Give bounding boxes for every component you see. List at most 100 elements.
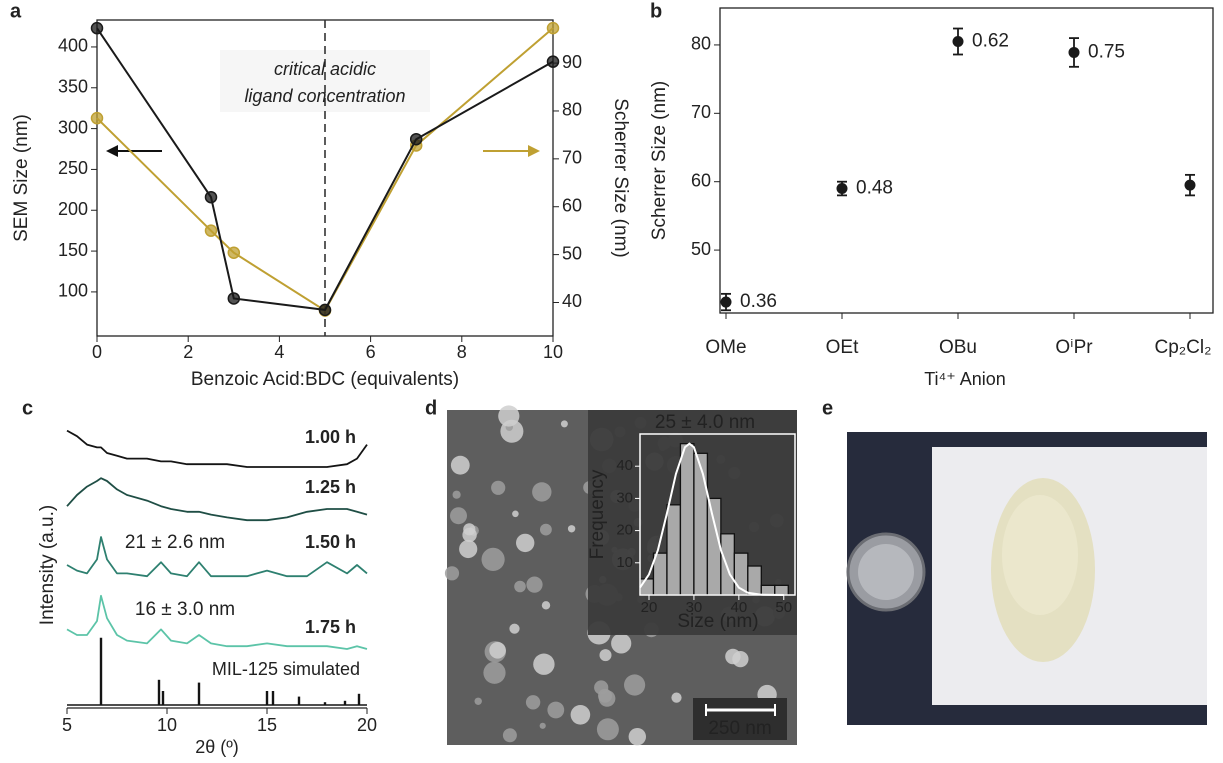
- y-tick-label: 50: [691, 239, 711, 259]
- sem-particle: [532, 482, 552, 502]
- sem-particle: [732, 651, 749, 668]
- y2-tick-label: 50: [562, 243, 582, 263]
- y-tick-label: 10: [616, 554, 633, 571]
- sem-particle: [450, 455, 470, 475]
- trace-label: 1.50 h: [305, 532, 356, 552]
- y-axis-label: Intensity (a.u.): [37, 505, 58, 625]
- sem-particle: [452, 490, 461, 499]
- sem-particle: [483, 661, 506, 684]
- sem-particle: [539, 722, 546, 729]
- x-axis-label: Benzoic Acid:BDC (equivalents): [191, 369, 459, 390]
- sem-particle: [502, 728, 517, 743]
- y-tick-label: 80: [691, 34, 711, 54]
- x-tick-label: 10: [543, 342, 563, 362]
- sem-particle: [525, 695, 541, 710]
- y-tick-label: 350: [58, 77, 88, 97]
- trace: [66, 429, 368, 468]
- y-tick-label: 40: [616, 457, 633, 474]
- panel-label: e: [822, 397, 833, 419]
- x-tick-label: 0: [92, 342, 102, 362]
- point: [409, 132, 423, 146]
- trace-label: 1.75 h: [305, 617, 356, 637]
- point-label: 0.36: [740, 291, 777, 312]
- y-axis-label: Frequency: [587, 469, 608, 559]
- x-tick-label: 8: [457, 342, 467, 362]
- sem-particle: [498, 405, 520, 427]
- y-tick-label: 400: [58, 36, 88, 56]
- photo: [846, 432, 1207, 725]
- point: [546, 55, 560, 68]
- histogram-bar: [747, 565, 762, 596]
- sem-particle: [489, 642, 506, 659]
- point-label: 0.62: [972, 31, 1009, 52]
- x-tick-label: 5: [62, 715, 72, 735]
- trace: [66, 536, 368, 578]
- sem-particle: [560, 420, 568, 428]
- point: [1068, 46, 1080, 58]
- sem-particle: [547, 701, 565, 719]
- point: [836, 183, 848, 195]
- x-tick-label: 6: [366, 342, 376, 362]
- point: [90, 111, 104, 125]
- sem-particle: [481, 547, 505, 572]
- y2-tick-label: 60: [562, 195, 582, 215]
- histogram-bar: [679, 443, 695, 596]
- histogram-bar: [706, 497, 722, 596]
- sem-particle: [459, 539, 478, 559]
- y-tick-label: 200: [58, 199, 88, 219]
- point: [1184, 179, 1196, 191]
- sem-particle: [444, 566, 460, 581]
- sem-particle: [463, 523, 476, 536]
- x-tick-label: OBu: [939, 337, 977, 358]
- y2-tick-label: 80: [562, 100, 582, 120]
- sem-particle: [624, 674, 646, 696]
- y-tick-label: 300: [58, 117, 88, 137]
- x-tick-label: 20: [357, 715, 377, 735]
- y-tick-label: 250: [58, 158, 88, 178]
- y-axis-label: SEM Size (nm): [11, 114, 32, 242]
- sem-particle: [512, 510, 519, 518]
- y-tick-label: 100: [58, 281, 88, 301]
- fit-curve: [639, 442, 784, 596]
- y-tick-label: 70: [691, 102, 711, 122]
- y-axis-label: Scherrer Size (nm): [649, 81, 670, 240]
- sem-particle: [598, 688, 612, 703]
- plot-frame: [719, 7, 1214, 314]
- x-tick-label: 30: [686, 599, 703, 616]
- x-tick-label: Cp₂Cl₂: [1155, 337, 1212, 358]
- sem-particle: [516, 533, 535, 553]
- x-tick-label: 15: [257, 715, 277, 735]
- arrow-head: [528, 145, 540, 157]
- point: [227, 246, 241, 259]
- panel-label: b: [650, 0, 662, 22]
- sem-particle: [540, 523, 552, 536]
- panel-label: c: [22, 397, 33, 419]
- point: [90, 21, 104, 35]
- sem-particle: [533, 653, 555, 675]
- x-axis-label: 2θ (º): [195, 737, 239, 757]
- trace: [66, 477, 368, 522]
- histogram-bar: [666, 504, 682, 596]
- sem-particle: [671, 692, 682, 703]
- y-tick-label: 60: [691, 170, 711, 190]
- point-label: 0.48: [856, 178, 893, 199]
- histogram-bar: [720, 533, 735, 596]
- x-tick-label: 10: [157, 715, 177, 735]
- scale-bar-box: [693, 698, 787, 740]
- histogram-bar: [760, 584, 776, 596]
- trace: [66, 594, 368, 650]
- sem-particle: [628, 728, 646, 746]
- y-tick-label: 150: [58, 240, 88, 260]
- point: [720, 296, 732, 308]
- x-tick-label: 50: [775, 599, 792, 616]
- y-tick-label: 30: [616, 489, 633, 506]
- powder-highlight: [1002, 495, 1078, 615]
- coin-face: [858, 544, 914, 600]
- point: [204, 224, 218, 237]
- point: [204, 190, 218, 204]
- x-axis-label: Ti⁴⁺ Anion: [924, 369, 1006, 389]
- x-tick-label: OMe: [705, 337, 746, 358]
- sem-particle: [570, 705, 591, 725]
- series-line: [96, 27, 554, 311]
- annotation: 21 ± 2.6 nm: [125, 532, 225, 553]
